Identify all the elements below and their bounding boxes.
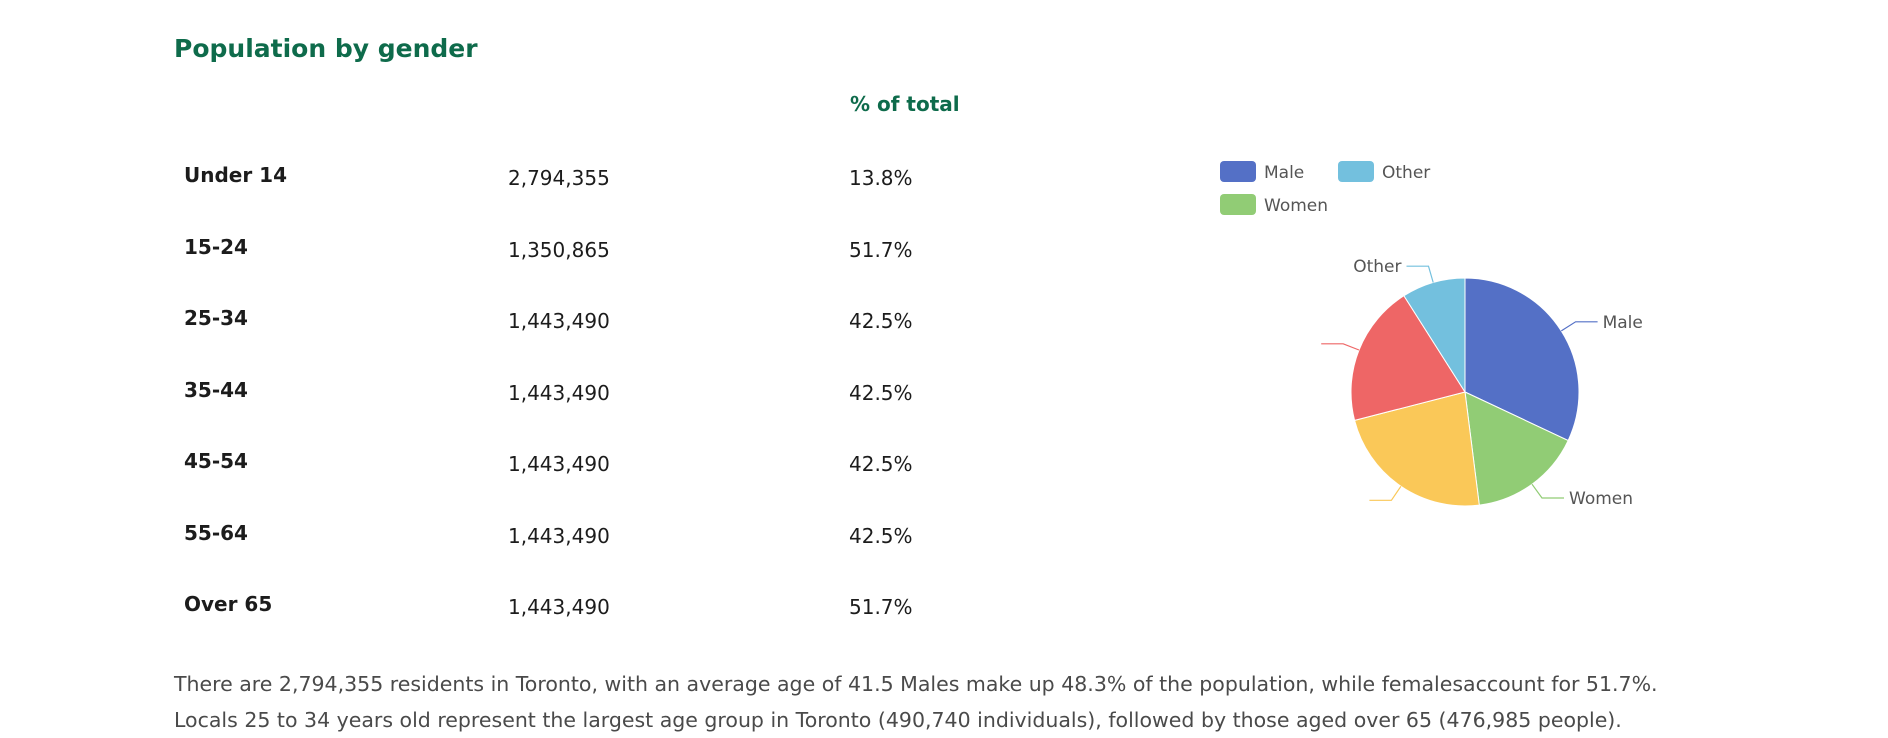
pie-slice-women bbox=[1464, 391, 1569, 506]
summary-line-1: There are 2,794,355 residents in Toronto… bbox=[174, 672, 1658, 696]
percent-value: 51.7% bbox=[849, 595, 913, 619]
percent-value: 42.5% bbox=[849, 309, 913, 333]
population-count: 1,443,490 bbox=[508, 523, 610, 548]
age-group-table: Under 14 2,794,355 13.8% 15-24 1,350,865… bbox=[184, 155, 984, 656]
age-group-label: 15-24 bbox=[184, 234, 248, 259]
table-row: 25-34 1,443,490 42.5% bbox=[184, 298, 984, 370]
table-row: 45-54 1,443,490 42.5% bbox=[184, 441, 984, 513]
table-row: 35-44 1,443,490 42.5% bbox=[184, 370, 984, 442]
age-group-label: 35-44 bbox=[184, 377, 248, 402]
table-row: Over 65 1,443,490 51.7% bbox=[184, 584, 984, 656]
percent-value: 42.5% bbox=[849, 523, 913, 548]
table-row: 55-64 1,443,490 42.5% bbox=[184, 513, 984, 585]
section-title: Population by gender bbox=[174, 34, 478, 63]
gender-pie-chart: Male Other Women Male Women Other bbox=[1200, 150, 1700, 530]
population-count: 2,794,355 bbox=[508, 166, 610, 190]
legend-label-women: Women bbox=[1264, 196, 1328, 216]
percent-value: 13.8% bbox=[849, 166, 913, 190]
age-group-label: Under 14 bbox=[184, 163, 288, 187]
legend-label-male: Male bbox=[1264, 163, 1304, 183]
population-count: 1,443,490 bbox=[508, 595, 610, 619]
age-group-label: 45-54 bbox=[184, 449, 248, 473]
leader-line-other bbox=[1406, 265, 1434, 283]
percent-of-total-header: % of total bbox=[850, 92, 960, 116]
population-count: 1,443,490 bbox=[508, 452, 610, 476]
age-group-label: 55-64 bbox=[184, 520, 248, 545]
population-count: 1,443,490 bbox=[508, 380, 610, 405]
pie-slice-other bbox=[1403, 277, 1466, 394]
legend-swatch-other bbox=[1338, 161, 1374, 182]
pie-slice-unlabeled-2 bbox=[1353, 391, 1480, 507]
summary-line-2: Locals 25 to 34 years old represent the … bbox=[174, 708, 1622, 732]
pie-slice-unlabeled-3 bbox=[1350, 295, 1466, 421]
leader-line-unlabeled-3 bbox=[1321, 343, 1360, 351]
population-summary: There are 2,794,355 residents in Toronto… bbox=[174, 666, 1774, 738]
pie-chart-svg: Male Other Women Male Women Other bbox=[1220, 161, 1643, 509]
population-count: 1,443,490 bbox=[508, 309, 610, 333]
percent-value: 51.7% bbox=[849, 237, 913, 262]
pie-slice-male bbox=[1464, 277, 1580, 442]
percent-value: 42.5% bbox=[849, 452, 913, 476]
age-group-label: Over 65 bbox=[184, 592, 273, 616]
leader-line-women bbox=[1531, 483, 1564, 499]
slice-label-male: Male bbox=[1603, 313, 1643, 333]
legend-label-other: Other bbox=[1382, 163, 1430, 183]
slice-label-women: Women bbox=[1569, 489, 1633, 509]
legend-swatch-male bbox=[1220, 161, 1256, 182]
leader-line-male bbox=[1560, 321, 1598, 332]
table-row: Under 14 2,794,355 13.8% bbox=[184, 155, 984, 227]
population-count: 1,350,865 bbox=[508, 237, 610, 262]
age-group-label: 25-34 bbox=[184, 306, 248, 330]
slice-label-other: Other bbox=[1353, 257, 1401, 277]
table-row: 15-24 1,350,865 51.7% bbox=[184, 227, 984, 299]
leader-line-unlabeled-2 bbox=[1369, 485, 1402, 501]
percent-value: 42.5% bbox=[849, 380, 913, 405]
legend-swatch-women bbox=[1220, 194, 1256, 215]
